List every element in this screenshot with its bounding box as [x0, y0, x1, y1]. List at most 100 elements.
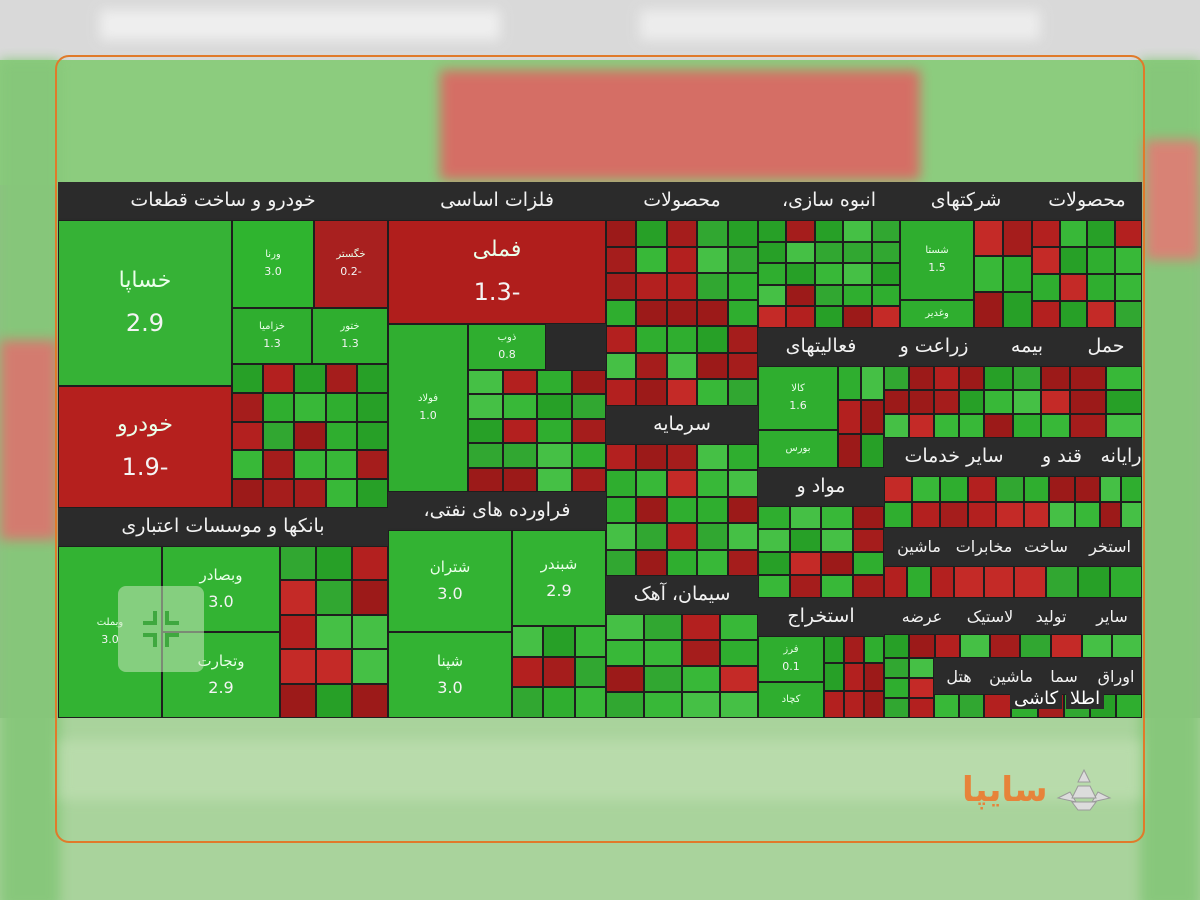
mini-tile[interactable]	[844, 636, 864, 664]
mini-tile[interactable]	[974, 292, 1003, 328]
mini-tile[interactable]	[934, 634, 960, 658]
tile-vaghadir[interactable]: وغدیر	[900, 300, 974, 328]
mini-tile[interactable]	[1003, 292, 1032, 328]
mini-tile[interactable]	[824, 690, 844, 718]
mini-tile[interactable]	[884, 658, 909, 678]
mini-tile[interactable]	[968, 476, 996, 502]
mini-tile[interactable]	[940, 502, 968, 528]
mini-tile[interactable]	[512, 687, 544, 718]
mini-tile[interactable]	[571, 467, 606, 492]
mini-tile[interactable]	[934, 390, 959, 414]
mini-tile[interactable]	[356, 421, 388, 451]
mini-tile[interactable]	[352, 580, 388, 615]
mini-tile[interactable]	[352, 649, 388, 684]
mini-tile[interactable]	[574, 656, 606, 688]
mini-tile[interactable]	[974, 256, 1003, 292]
mini-tile[interactable]	[325, 421, 357, 451]
mini-tile[interactable]	[758, 575, 790, 598]
mini-tile[interactable]	[909, 366, 934, 390]
mini-tile[interactable]	[871, 263, 900, 285]
mini-tile[interactable]	[502, 394, 537, 419]
mini-tile[interactable]	[884, 678, 909, 698]
mini-tile[interactable]	[468, 394, 503, 419]
mini-tile[interactable]	[758, 506, 790, 529]
mini-tile[interactable]	[636, 549, 667, 576]
mini-tile[interactable]	[789, 529, 821, 552]
mini-tile[interactable]	[909, 390, 934, 414]
mini-tile[interactable]	[789, 506, 821, 529]
mini-tile[interactable]	[636, 470, 667, 497]
sector-supply[interactable]: عرضه	[884, 598, 960, 658]
mini-tile[interactable]	[294, 364, 326, 393]
mini-tile[interactable]	[1012, 414, 1042, 438]
mini-tile[interactable]	[1041, 366, 1070, 390]
mini-tile[interactable]	[824, 663, 844, 691]
mini-tile[interactable]	[758, 284, 787, 307]
sector-metals[interactable]: فلزات اساسی فملی 1.3- فولاد 1.0 ذوب 0.8	[388, 182, 606, 492]
mini-tile[interactable]	[974, 220, 1003, 256]
mini-tile[interactable]	[537, 467, 572, 492]
mini-tile[interactable]	[543, 656, 575, 688]
mini-tile[interactable]	[232, 364, 264, 393]
mini-tile[interactable]	[1106, 366, 1142, 390]
mini-tile[interactable]	[682, 666, 720, 692]
mini-tile[interactable]	[1041, 414, 1070, 438]
mini-tile[interactable]	[294, 479, 326, 508]
mini-tile[interactable]	[727, 299, 758, 327]
mini-tile[interactable]	[316, 649, 352, 684]
mini-tile[interactable]	[606, 326, 637, 353]
mini-tile[interactable]	[758, 306, 787, 328]
mini-tile[interactable]	[1059, 247, 1087, 274]
mini-tile[interactable]	[502, 418, 537, 444]
mini-tile[interactable]	[697, 246, 728, 274]
mini-tile[interactable]	[325, 364, 357, 393]
mini-tile[interactable]	[537, 370, 572, 395]
mini-tile[interactable]	[786, 263, 815, 285]
mini-tile[interactable]	[1114, 247, 1142, 274]
mini-tile[interactable]	[727, 273, 758, 300]
mini-tile[interactable]	[871, 241, 900, 264]
mini-tile[interactable]	[959, 366, 984, 390]
mini-tile[interactable]	[697, 470, 728, 497]
sector-agriculture[interactable]: زراعت و	[884, 328, 984, 438]
sector-production[interactable]: تولید	[1020, 598, 1082, 658]
mini-tile[interactable]	[502, 443, 537, 468]
mini-tile[interactable]	[814, 220, 844, 242]
mini-tile[interactable]	[720, 614, 758, 640]
mini-tile[interactable]	[727, 496, 758, 524]
sector-telecom[interactable]: مخابرات	[954, 528, 1014, 598]
mini-tile[interactable]	[821, 529, 853, 552]
mini-tile[interactable]	[1087, 274, 1115, 301]
mini-tile[interactable]	[1106, 414, 1142, 438]
mini-tile[interactable]	[884, 366, 909, 390]
mini-tile[interactable]	[697, 549, 728, 576]
mini-tile[interactable]	[843, 241, 872, 264]
mini-tile[interactable]	[959, 390, 984, 414]
mini-tile[interactable]	[1024, 476, 1050, 502]
mini-tile[interactable]	[697, 352, 728, 380]
mini-tile[interactable]	[884, 698, 909, 718]
mini-tile[interactable]	[720, 692, 758, 718]
mini-tile[interactable]	[852, 529, 884, 552]
mini-tile[interactable]	[934, 694, 959, 718]
mini-tile[interactable]	[990, 634, 1020, 658]
mini-tile[interactable]	[636, 220, 667, 247]
mini-tile[interactable]	[325, 479, 357, 508]
mini-tile[interactable]	[1003, 256, 1032, 292]
mini-tile[interactable]	[727, 352, 758, 380]
mini-tile[interactable]	[468, 418, 503, 444]
mini-tile[interactable]	[884, 414, 909, 438]
mini-tile[interactable]	[697, 326, 728, 353]
mini-tile[interactable]	[1112, 634, 1142, 658]
mini-tile[interactable]	[356, 364, 388, 393]
sector-mass[interactable]	[884, 658, 934, 718]
mini-tile[interactable]	[666, 326, 698, 353]
mini-tile[interactable]	[280, 580, 316, 615]
mini-tile[interactable]	[996, 476, 1024, 502]
tile-bourse[interactable]: بورس	[758, 430, 838, 468]
mini-tile[interactable]	[824, 636, 844, 664]
tile-zob[interactable]: ذوب 0.8	[468, 324, 546, 370]
mini-tile[interactable]	[871, 306, 900, 328]
mini-tile[interactable]	[697, 273, 728, 300]
mini-tile[interactable]	[606, 496, 637, 524]
